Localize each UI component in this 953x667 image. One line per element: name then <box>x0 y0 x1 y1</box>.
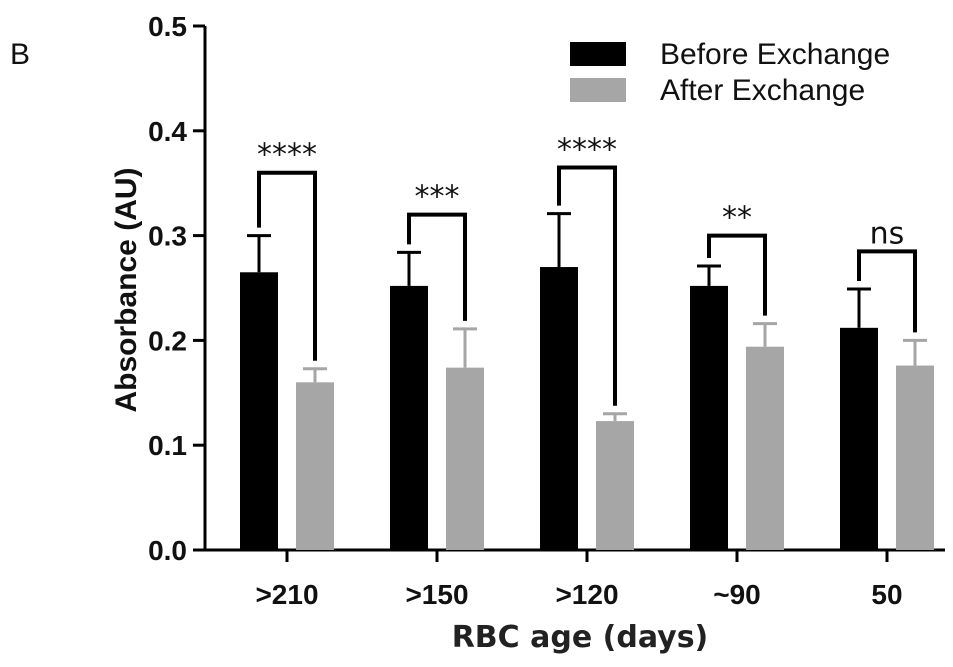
bar-1 <box>596 421 634 550</box>
legend-swatch-1 <box>570 78 626 102</box>
significance-bracket <box>257 170 317 361</box>
significance-bracket <box>707 233 767 316</box>
significance-label: **** <box>257 138 317 173</box>
significance-bracket <box>857 249 917 333</box>
bar-1 <box>296 382 334 550</box>
y-axis-label: Absorbance (AU) <box>110 167 143 413</box>
bar-1 <box>896 365 934 550</box>
bar-1 <box>746 346 784 550</box>
significance-bracket <box>407 212 467 321</box>
x-tick-label: >120 <box>555 579 618 610</box>
legend-label-1: After Exchange <box>660 74 865 107</box>
significance-label: ns <box>870 216 905 251</box>
significance-label: ** <box>722 201 752 236</box>
legend-label-0: Before Exchange <box>660 38 890 71</box>
x-axis-label: RBC age (days) <box>451 620 709 655</box>
bar-0 <box>540 267 578 550</box>
significance-label: *** <box>415 180 460 215</box>
y-tick-label: 0.0 <box>148 535 187 566</box>
panel-label: B <box>10 38 31 71</box>
y-tick-label: 0.4 <box>148 116 187 147</box>
x-tick-label: 50 <box>871 579 902 610</box>
y-tick-label: 0.2 <box>148 325 187 356</box>
bar-0 <box>240 272 278 550</box>
y-tick-label: 0.1 <box>148 430 187 461</box>
bar-0 <box>840 327 878 550</box>
x-tick-label: >210 <box>255 579 318 610</box>
significance-label: **** <box>557 132 617 167</box>
bar-0 <box>390 285 428 550</box>
x-tick-label: >150 <box>405 579 468 610</box>
bar-1 <box>446 367 484 550</box>
x-tick-label: ~90 <box>713 579 761 610</box>
bar-0 <box>690 285 728 550</box>
y-tick-label: 0.5 <box>148 11 187 42</box>
legend-swatch-0 <box>570 42 626 66</box>
y-tick-label: 0.3 <box>148 221 187 252</box>
significance-bracket <box>557 165 617 406</box>
